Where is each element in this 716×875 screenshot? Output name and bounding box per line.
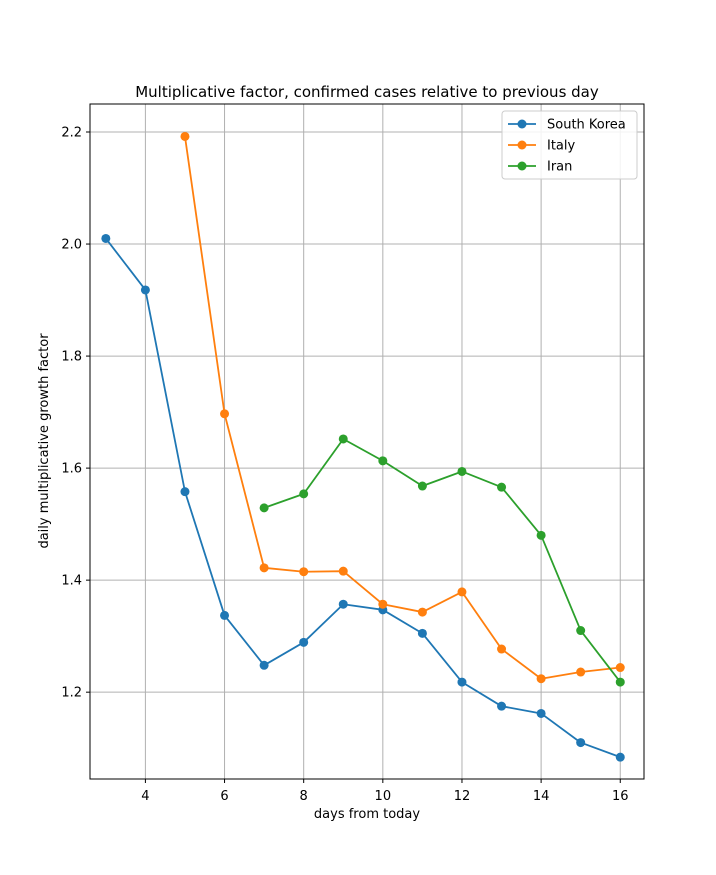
data-point-iran — [259, 503, 269, 513]
data-point-south-korea — [338, 599, 348, 609]
data-point-italy — [299, 567, 309, 577]
x-tick-label: 8 — [300, 789, 308, 804]
data-point-italy — [576, 667, 586, 677]
data-point-south-korea — [576, 738, 586, 748]
x-tick-label: 16 — [612, 789, 629, 804]
data-point-iran — [497, 482, 507, 492]
y-axis: 1.2 1.4 1.6 1.8 2.0 2.2 — [61, 126, 90, 701]
data-point-iran — [457, 466, 467, 476]
data-point-italy — [417, 607, 427, 617]
plot-frame — [89, 103, 645, 780]
data-point-south-korea — [457, 677, 467, 687]
data-point-italy — [220, 409, 230, 419]
data-point-italy — [497, 644, 507, 654]
legend-item-iran: Iran — [508, 160, 572, 175]
data-point-south-korea — [497, 701, 507, 711]
data-point-italy — [615, 663, 625, 673]
x-axis: 4 6 8 10 12 14 16 — [141, 779, 629, 804]
data-point-south-korea — [220, 610, 230, 620]
data-point-iran — [417, 481, 427, 491]
legend-item-italy: Italy — [508, 139, 576, 154]
y-tick-label: 1.8 — [61, 350, 82, 365]
grid-lines — [90, 104, 644, 779]
series-line-iran — [263, 438, 621, 683]
series-south-korea — [101, 233, 625, 762]
series-line-south-korea — [105, 237, 621, 758]
legend-box — [501, 110, 638, 180]
y-tick-label: 1.4 — [61, 574, 82, 589]
series-layer — [101, 131, 625, 762]
legend-label: South Korea — [547, 118, 626, 133]
y-axis-label: daily multiplicative growth factor — [37, 333, 52, 549]
legend-item-south-korea: South Korea — [508, 118, 626, 133]
x-tick-label: 12 — [454, 789, 471, 804]
x-tick-label: 6 — [220, 789, 228, 804]
series-italy — [180, 131, 625, 684]
x-axis-label: days from today — [314, 807, 420, 822]
data-point-iran — [378, 456, 388, 466]
x-tick-label: 14 — [533, 789, 550, 804]
data-point-south-korea — [417, 628, 427, 638]
chart-title: Multiplicative factor, confirmed cases r… — [135, 83, 599, 101]
y-tick-label: 2.2 — [61, 126, 82, 141]
data-point-italy — [259, 563, 269, 573]
legend-swatch-marker — [517, 119, 527, 129]
legend-label: Italy — [547, 139, 576, 154]
y-tick-label: 2.0 — [61, 238, 82, 253]
data-point-south-korea — [101, 233, 111, 243]
data-point-iran — [338, 434, 348, 444]
data-point-italy — [180, 131, 190, 141]
data-point-south-korea — [536, 708, 546, 718]
x-tick-label: 10 — [375, 789, 392, 804]
data-point-iran — [615, 677, 625, 687]
legend-label: Iran — [547, 160, 572, 175]
series-iran — [259, 434, 625, 687]
legend-swatch-marker — [517, 140, 527, 150]
data-point-italy — [378, 599, 388, 609]
data-point-iran — [299, 489, 309, 499]
y-tick-label: 1.2 — [61, 686, 82, 701]
data-point-italy — [536, 674, 546, 684]
legend: South Korea Italy Iran — [501, 110, 638, 180]
series-line-italy — [184, 136, 621, 680]
data-point-iran — [576, 626, 586, 636]
data-point-south-korea — [259, 660, 269, 670]
data-point-italy — [338, 566, 348, 576]
data-point-south-korea — [299, 637, 309, 647]
y-tick-label: 1.6 — [61, 462, 82, 477]
legend-swatch-marker — [517, 161, 527, 171]
data-point-south-korea — [140, 285, 150, 295]
x-tick-label: 4 — [141, 789, 149, 804]
data-point-iran — [536, 530, 546, 540]
data-point-south-korea — [615, 752, 625, 762]
data-point-south-korea — [180, 487, 190, 497]
data-point-italy — [457, 587, 467, 597]
